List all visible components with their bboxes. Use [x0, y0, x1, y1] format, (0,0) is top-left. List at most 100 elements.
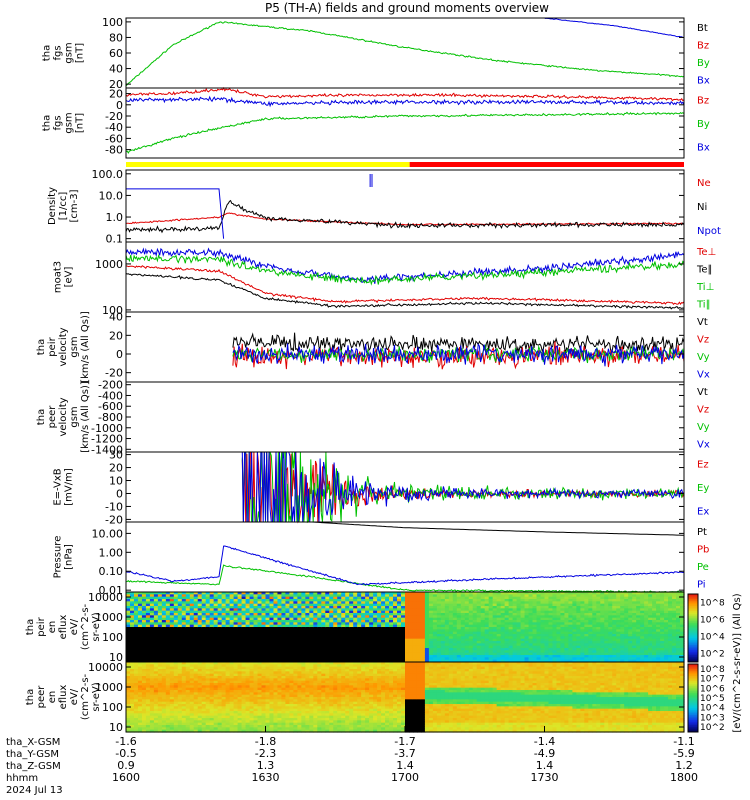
- heatmap-cell: [297, 652, 302, 656]
- heatmap-cell: [185, 627, 191, 630]
- heatmap-cell: [676, 596, 681, 600]
- heatmap-cell: [289, 648, 294, 651]
- heatmap-cell: [249, 636, 255, 640]
- heatmap-cell: [448, 645, 454, 649]
- heatmap-cell: [245, 599, 251, 602]
- heatmap-cell: [337, 599, 342, 602]
- heatmap-cell: [480, 617, 486, 621]
- heatmap-cell: [317, 645, 322, 649]
- heatmap-cell: [596, 610, 601, 614]
- heatmap-cell: [460, 603, 466, 607]
- heatmap-cell: [648, 638, 653, 642]
- heatmap-cell: [185, 685, 191, 689]
- heatmap-cell: [408, 645, 414, 649]
- heatmap-cell: [345, 645, 350, 649]
- heatmap-cell: [241, 599, 247, 602]
- heatmap-cell: [552, 655, 558, 658]
- heatmap-cell: [428, 634, 434, 637]
- heatmap-cell: [373, 599, 378, 602]
- heatmap-cell: [185, 720, 191, 724]
- heatmap-cell: [628, 608, 633, 612]
- heatmap-cell: [656, 636, 661, 640]
- heatmap-cell: [656, 603, 661, 607]
- heatmap-cell: [680, 613, 685, 616]
- heatmap-cell: [133, 606, 139, 609]
- heatmap-cell: [576, 608, 581, 612]
- heatmap-cell: [576, 652, 581, 656]
- heatmap-cell: [616, 613, 621, 616]
- heatmap-cell: [373, 645, 378, 649]
- heatmap-cell: [676, 652, 681, 656]
- heatmap-cell: [325, 648, 330, 651]
- heatmap-cell: [337, 624, 342, 628]
- heatmap-cell: [177, 666, 183, 670]
- heatmap-cell: [672, 620, 677, 623]
- heatmap-cell: [584, 617, 589, 621]
- heatmap-cell: [353, 624, 358, 628]
- heatmap-cell: [337, 636, 342, 640]
- heatmap-cell: [177, 664, 183, 668]
- heatmap-cell: [464, 645, 470, 649]
- heatmap-cell: [141, 603, 147, 607]
- y-tick-label: -20: [105, 110, 123, 123]
- heatmap-cell: [369, 657, 374, 661]
- heatmap-cell: [249, 617, 255, 621]
- heatmap-cell: [560, 592, 566, 595]
- heatmap-cell: [616, 596, 621, 600]
- heatmap-cell: [157, 669, 163, 672]
- heatmap-cell: [604, 627, 609, 630]
- heatmap-cell: [337, 610, 342, 614]
- heatmap-cell: [516, 638, 522, 642]
- heatmap-cell: [189, 669, 195, 672]
- heatmap-cell: [389, 655, 394, 658]
- heatmap-cell: [436, 627, 442, 630]
- heatmap-cell: [145, 727, 151, 731]
- heatmap-cell: [544, 643, 550, 647]
- heatmap-cell: [592, 594, 597, 598]
- heatmap-cell: [492, 638, 498, 642]
- heatmap-cell: [664, 645, 669, 649]
- heatmap-cell: [584, 634, 589, 637]
- heatmap-cell: [628, 629, 633, 633]
- heatmap-cell: [169, 643, 175, 647]
- heatmap-cell: [424, 657, 430, 661]
- heatmap-cell: [432, 634, 438, 637]
- heatmap-cell: [321, 659, 326, 663]
- heatmap-cell: [408, 627, 414, 630]
- heatmap-cell: [313, 599, 318, 602]
- heatmap-cell: [572, 652, 577, 656]
- heatmap-cell: [161, 650, 167, 654]
- heatmap-cell: [157, 606, 163, 609]
- heatmap-cell: [520, 615, 526, 619]
- heatmap-cell: [548, 643, 554, 647]
- heatmap-cell: [540, 638, 546, 642]
- heatmap-cell: [420, 622, 426, 626]
- heatmap-cell: [540, 645, 546, 649]
- heatmap-cell: [580, 622, 585, 626]
- heatmap-cell: [596, 599, 601, 602]
- heatmap-cell: [460, 615, 466, 619]
- heatmap-cell: [293, 596, 298, 600]
- heatmap-cell: [165, 622, 171, 626]
- heatmap-cell: [381, 657, 386, 661]
- heatmap-cell: [536, 617, 542, 621]
- heatmap-cell: [644, 624, 649, 628]
- panel-frame: [125, 381, 685, 453]
- heatmap-cell: [620, 594, 625, 598]
- heatmap-cell: [432, 657, 438, 661]
- heatmap-cell: [293, 617, 298, 621]
- heatmap-cell: [357, 655, 362, 658]
- heatmap-cell: [285, 636, 291, 640]
- heatmap-cell: [173, 592, 179, 595]
- heatmap-cell: [608, 622, 613, 626]
- heatmap-cell: [385, 606, 390, 609]
- heatmap-cell: [604, 636, 609, 640]
- heatmap-cell: [401, 659, 406, 663]
- heatmap-cell: [317, 631, 322, 635]
- heatmap-cell: [253, 620, 259, 623]
- heatmap-cell: [656, 650, 661, 654]
- heatmap-cell: [126, 620, 131, 623]
- heatmap-cell: [201, 615, 207, 619]
- heatmap-cell: [492, 608, 498, 612]
- heatmap-cell: [512, 617, 518, 621]
